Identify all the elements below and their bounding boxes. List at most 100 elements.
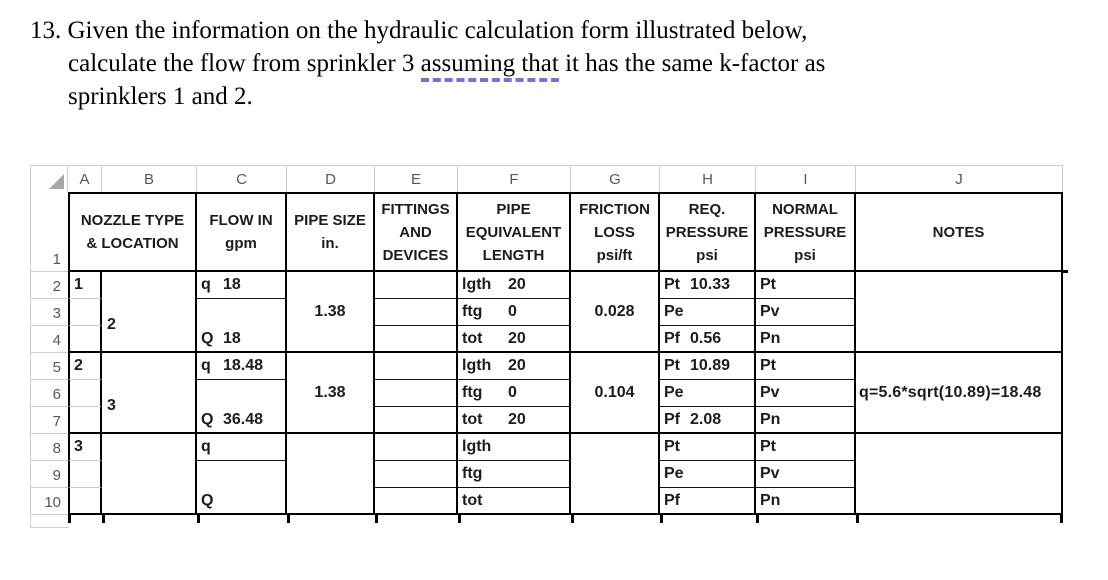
cell-c5-q[interactable]: q 18.48 — [197, 353, 287, 380]
cell-g-friction[interactable]: 0.104 — [571, 353, 660, 434]
cell-h2-pt[interactable]: Pt 10.33 — [660, 272, 756, 299]
cell-f3-ftg[interactable]: ftg 0 — [458, 299, 571, 326]
cell-h6-pe[interactable]: Pe — [660, 380, 756, 407]
header-flow[interactable]: FLOW IN gpm — [197, 192, 287, 272]
row-header-1[interactable]: 1 — [30, 192, 68, 272]
cell-i9-pv[interactable]: Pv — [756, 461, 856, 488]
cell-j-notes[interactable] — [856, 272, 1063, 353]
header-req-pressure[interactable]: REQ. PRESSURE psi — [660, 192, 756, 272]
row-header-7[interactable]: 7 — [30, 407, 68, 434]
cell-a2[interactable]: 1 — [68, 272, 102, 299]
header-pipe-size[interactable]: PIPE SIZE in. — [287, 192, 375, 272]
cell-b6[interactable]: 3 — [102, 353, 197, 434]
cell-c7-Q[interactable]: Q 36.48 — [197, 380, 287, 434]
header-notes[interactable]: NOTES — [856, 192, 1063, 272]
npt-label: Pt — [760, 357, 776, 374]
column-header-b[interactable]: B — [102, 165, 197, 192]
column-header-a[interactable]: A — [68, 165, 102, 192]
cell-h4-pf[interactable]: Pf 0.56 — [660, 326, 756, 353]
cell-h8-pt[interactable]: Pt — [660, 434, 756, 461]
cell-i10-pn[interactable]: Pn — [756, 488, 856, 515]
cell-a6[interactable] — [68, 380, 102, 407]
cell-h3-pe[interactable]: Pe — [660, 299, 756, 326]
pe-label: Pe — [664, 465, 684, 482]
column-header-i[interactable]: I — [756, 165, 856, 192]
question-number: 13. — [30, 17, 62, 44]
header-fittings[interactable]: FITTINGS AND DEVICES — [375, 192, 458, 272]
column-header-f[interactable]: F — [458, 165, 571, 192]
cell-h7-pf[interactable]: Pf 2.08 — [660, 407, 756, 434]
header-friction-loss[interactable]: FRICTION LOSS psi/ft — [571, 192, 660, 272]
cell-a4[interactable] — [68, 326, 102, 353]
cell-c2-q[interactable]: q 18 — [197, 272, 287, 299]
header-normal-pressure[interactable]: NORMAL PRESSURE psi — [756, 192, 856, 272]
cell-i3-pv[interactable]: Pv — [756, 299, 856, 326]
cell-i6-pv[interactable]: Pv — [756, 380, 856, 407]
cell-d-pipe-size[interactable] — [287, 434, 375, 515]
row-header-3[interactable]: 3 — [30, 299, 68, 326]
grid-stub — [68, 515, 71, 523]
cell-e10[interactable] — [375, 488, 458, 515]
row-header-5[interactable]: 5 — [30, 353, 68, 380]
cell-f8-lgth[interactable]: lgth — [458, 434, 571, 461]
pn-label: Pn — [760, 491, 781, 509]
cell-i4-pn[interactable]: Pn — [756, 326, 856, 353]
column-header-j[interactable]: J — [856, 165, 1063, 192]
cell-h5-pt[interactable]: Pt 10.89 — [660, 353, 756, 380]
cell-f4-tot[interactable]: tot 20 — [458, 326, 571, 353]
cell-g-friction[interactable] — [571, 434, 660, 515]
cell-i8-pt[interactable]: Pt — [756, 434, 856, 461]
cell-a9[interactable] — [68, 461, 102, 488]
cell-d-pipe-size[interactable]: 1.38 — [287, 272, 375, 353]
cell-a3[interactable] — [68, 299, 102, 326]
cell-c4-Q[interactable]: Q 18 — [197, 299, 287, 353]
column-header-d[interactable]: D — [287, 165, 375, 192]
cell-a10[interactable] — [68, 488, 102, 515]
cell-a8[interactable]: 3 — [68, 434, 102, 461]
cell-h9-pe[interactable]: Pe — [660, 461, 756, 488]
cell-f7-tot[interactable]: tot 20 — [458, 407, 571, 434]
cell-i5-pt[interactable]: Pt — [756, 353, 856, 380]
cell-b9[interactable] — [102, 434, 197, 515]
row-header-10[interactable]: 10 — [30, 488, 68, 515]
tot-value: 20 — [508, 410, 526, 428]
cell-e5[interactable] — [375, 353, 458, 380]
row-header-2[interactable]: 2 — [30, 272, 68, 299]
cell-a5[interactable]: 2 — [68, 353, 102, 380]
row-header-8[interactable]: 8 — [30, 434, 68, 461]
cell-a7[interactable] — [68, 407, 102, 434]
row-header-6[interactable]: 6 — [30, 380, 68, 407]
cell-b3[interactable]: 2 — [102, 272, 197, 353]
cell-e3[interactable] — [375, 299, 458, 326]
cell-e7[interactable] — [375, 407, 458, 434]
tot-label: tot — [462, 329, 483, 347]
select-all-corner[interactable] — [30, 165, 68, 192]
cell-g-friction[interactable]: 0.028 — [571, 272, 660, 353]
header-nozzle-type[interactable]: NOZZLE TYPE & LOCATION — [68, 192, 197, 272]
cell-c8-q[interactable]: q — [197, 434, 287, 461]
cell-c10-Q[interactable]: Q — [197, 461, 287, 515]
cell-j-notes[interactable] — [856, 434, 1063, 515]
cell-h10-pf[interactable]: Pf — [660, 488, 756, 515]
row-header-9[interactable]: 9 — [30, 461, 68, 488]
cell-f6-ftg[interactable]: ftg 0 — [458, 380, 571, 407]
cell-i7-pn[interactable]: Pn — [756, 407, 856, 434]
row-header-4[interactable]: 4 — [30, 326, 68, 353]
cell-e4[interactable] — [375, 326, 458, 353]
cell-j-notes-formula[interactable]: q=5.6*sqrt(10.89)=18.48 — [856, 353, 1063, 434]
column-header-c[interactable]: C — [197, 165, 287, 192]
cell-e6[interactable] — [375, 380, 458, 407]
cell-e2[interactable] — [375, 272, 458, 299]
cell-f10-tot[interactable]: tot — [458, 488, 571, 515]
cell-d-pipe-size[interactable]: 1.38 — [287, 353, 375, 434]
cell-i2-pt[interactable]: Pt — [756, 272, 856, 299]
column-header-g[interactable]: G — [571, 165, 660, 192]
cell-e9[interactable] — [375, 461, 458, 488]
cell-e8[interactable] — [375, 434, 458, 461]
cell-f9-ftg[interactable]: ftg — [458, 461, 571, 488]
column-header-h[interactable]: H — [660, 165, 756, 192]
column-header-e[interactable]: E — [375, 165, 458, 192]
cell-f5-lgth[interactable]: lgth 20 — [458, 353, 571, 380]
cell-f2-lgth[interactable]: lgth 20 — [458, 272, 571, 299]
header-pipe-equiv-length[interactable]: PIPE EQUIVALENT LENGTH — [458, 192, 571, 272]
